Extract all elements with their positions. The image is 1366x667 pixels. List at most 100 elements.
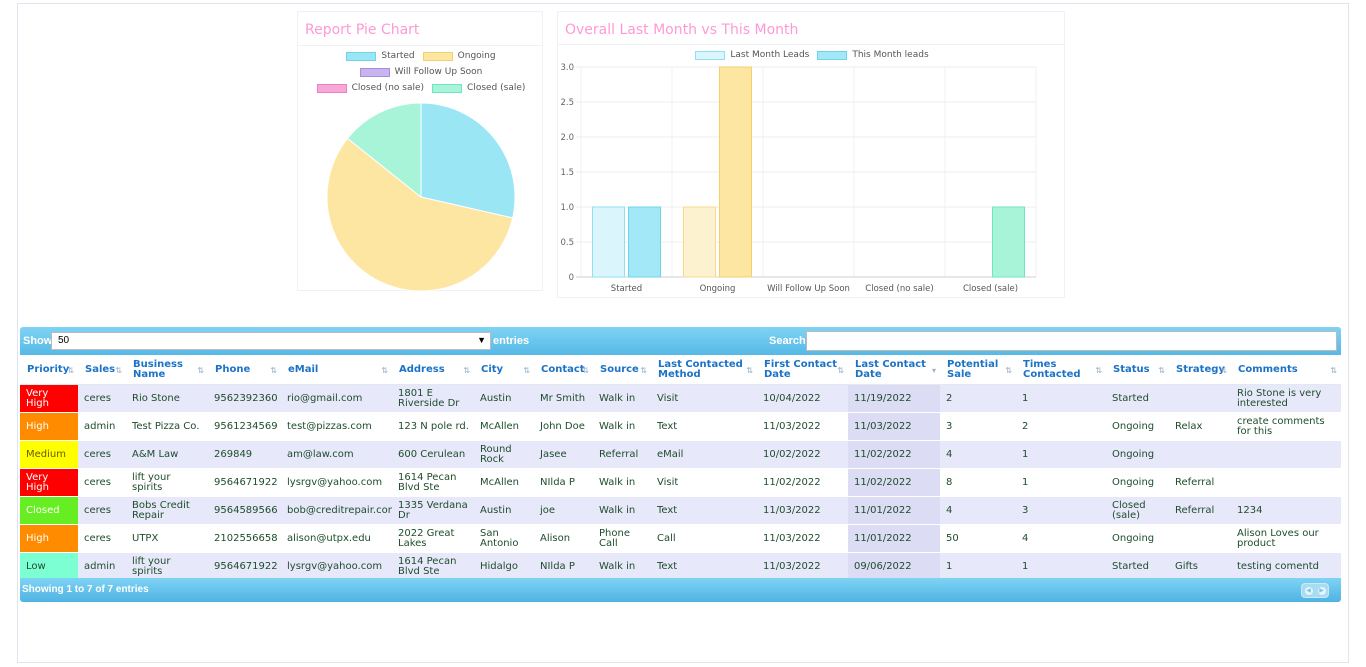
table-cell-priority: Closed <box>20 496 78 525</box>
page-size-select[interactable]: 50 ▼ <box>51 332 491 350</box>
sort-icon: ⇅ <box>1158 366 1165 375</box>
table-row[interactable]: Very High ceres Rio Stone 9562392360 rio@gma… <box>20 384 1341 413</box>
legend-label: This Month leads <box>852 50 929 60</box>
column-header[interactable]: City ⇅ <box>474 356 534 385</box>
table-cell-city: Round Rock <box>474 440 534 469</box>
table-cell-business: UTPX <box>126 524 208 553</box>
bar-legend-item[interactable]: This Month leads <box>817 50 929 60</box>
column-header[interactable]: Source ⇅ <box>593 356 651 385</box>
table-cell-last: 11/03/2022 <box>848 412 940 441</box>
pie-slice[interactable] <box>346 102 422 199</box>
table-cell-status: Ongoing <box>1106 468 1169 497</box>
table-cell-priority: High <box>20 412 78 441</box>
show-label: Show <box>23 335 53 347</box>
column-header-label: Comments <box>1238 364 1298 375</box>
table-cell-strategy <box>1169 440 1231 469</box>
column-header[interactable]: eMail ⇅ <box>281 356 392 385</box>
prev-page-icon[interactable]: ◀ <box>1304 586 1313 595</box>
bar-last-month[interactable] <box>683 206 716 278</box>
pie-legend-item[interactable]: Started <box>346 51 415 61</box>
table-cell-phone: 269849 <box>208 440 281 469</box>
table-cell-address: 2022 Great Lakes <box>392 524 474 553</box>
column-header[interactable]: Last Contact Date ▾ <box>848 356 940 385</box>
table-cell-last: 11/02/2022 <box>848 468 940 497</box>
bar-chart-title: Overall Last Month vs This Month <box>565 22 799 38</box>
column-header[interactable]: Potential Sale ⇅ <box>940 356 1016 385</box>
table-cell-status: Started <box>1106 552 1169 581</box>
table-cell-address: 1614 Pecan Blvd Ste <box>392 552 474 581</box>
table-cell-business: Test Pizza Co. <box>126 412 208 441</box>
pie-legend-item[interactable]: Closed (no sale) <box>316 83 424 93</box>
table-cell-phone: 9564671922 <box>208 552 281 581</box>
table-row[interactable]: Closed ceres Bobs Credit Repair 9564589566 b… <box>20 496 1341 525</box>
table-footer: Showing 1 to 7 of 7 entries ◀ ▶ <box>20 578 1341 602</box>
bar-last-month[interactable] <box>592 206 625 278</box>
bar-this-month[interactable] <box>992 206 1025 278</box>
pie-legend-item[interactable]: Will Follow Up Soon <box>359 67 482 77</box>
search-input[interactable] <box>806 331 1337 351</box>
column-header[interactable]: Last Contacted Method ⇅ <box>651 356 757 385</box>
table-cell-strategy <box>1169 524 1231 553</box>
pie-chart-card: Report Pie Chart Started Ongoing Will Foll… <box>297 11 543 292</box>
table-cell-comments: create comments for this <box>1231 412 1341 441</box>
table-cell-times: 1 <box>1016 468 1106 497</box>
table-cell-last: 11/02/2022 <box>848 440 940 469</box>
bar-legend-item[interactable]: Last Month Leads <box>695 50 809 60</box>
table-row[interactable]: High admin Test Pizza Co. 9561234569 test@pi… <box>20 412 1341 441</box>
column-header-label: Contact <box>541 364 585 375</box>
table-info: Showing 1 to 7 of 7 entries <box>22 584 149 595</box>
sort-icon: ⇅ <box>270 366 277 375</box>
legend-swatch <box>346 51 377 61</box>
table-cell-address: 123 N pole rd. <box>392 412 474 441</box>
column-header[interactable]: Sales ⇅ <box>78 356 126 385</box>
column-header[interactable]: Business Name ⇅ <box>126 356 208 385</box>
column-header-label: Last Contact Date <box>855 359 926 380</box>
column-header[interactable]: Times Contacted ⇅ <box>1016 356 1106 385</box>
table-cell-last: 11/19/2022 <box>848 384 940 413</box>
pie-legend-item[interactable]: Ongoing <box>422 51 496 61</box>
column-header-label: Status <box>1113 364 1150 375</box>
bar-this-month[interactable] <box>719 66 752 278</box>
pie-chart <box>326 102 516 292</box>
next-page-icon[interactable]: ▶ <box>1317 586 1326 595</box>
column-header-label: eMail <box>288 364 319 375</box>
entries-label: entries <box>493 335 530 347</box>
table-cell-last: 11/01/2022 <box>848 496 940 525</box>
table-cell-phone: 9564671922 <box>208 468 281 497</box>
pagination-control[interactable]: ◀ ▶ <box>1301 583 1329 598</box>
y-tick-label: 1.0 <box>560 203 574 213</box>
leads-table-wrapper: Show 50 ▼ entries Search: Priority ⇅ Sales… <box>20 327 1341 602</box>
column-header[interactable]: Strategy ⇅ <box>1169 356 1231 385</box>
legend-swatch <box>422 51 453 61</box>
table-cell-address: 600 Cerulean <box>392 440 474 469</box>
column-header[interactable]: Phone ⇅ <box>208 356 281 385</box>
column-header[interactable]: Status ⇅ <box>1106 356 1169 385</box>
table-cell-contact: John Doe <box>534 412 593 441</box>
pie-slice[interactable] <box>326 137 514 292</box>
table-row[interactable]: Low admin lift your spirits 9564671922 lysrg… <box>20 552 1341 581</box>
legend-swatch <box>316 83 347 93</box>
table-cell-priority: High <box>20 524 78 553</box>
bar-this-month[interactable] <box>628 206 661 278</box>
column-header[interactable]: First Contact Date ⇅ <box>757 356 848 385</box>
legend-swatch <box>817 50 848 60</box>
table-cell-first: 11/03/2022 <box>757 412 848 441</box>
column-header-label: Priority <box>27 364 70 375</box>
pie-legend-item[interactable]: Closed (sale) <box>432 83 525 93</box>
table-row[interactable]: High ceres UTPX 2102556658 alison@utpx.edu 20… <box>20 524 1341 553</box>
table-cell-sales: ceres <box>78 468 126 497</box>
table-row[interactable]: Medium ceres A&M Law 269849 am@law.com 600 Ce… <box>20 440 1341 469</box>
table-cell-comments: Rio Stone is very interested <box>1231 384 1341 413</box>
column-header[interactable]: Comments ⇅ <box>1231 356 1341 385</box>
bar-chart: 0 0.5 1.0 1.5 2.0 2.5 3.0 Started Ongoing Will Fo… <box>560 63 1037 294</box>
legend-label: Last Month Leads <box>730 50 810 60</box>
column-header-label: Business Name <box>133 359 183 380</box>
table-cell-phone: 2102556658 <box>208 524 281 553</box>
column-header[interactable]: Priority ⇅ <box>20 356 78 385</box>
table-row[interactable]: Very High ceres lift your spirits 956467192… <box>20 468 1341 497</box>
y-tick-label: 2.0 <box>560 133 574 143</box>
column-header[interactable]: Contact ⇅ <box>534 356 593 385</box>
column-header[interactable]: Address ⇅ <box>392 356 474 385</box>
search-label: Search: <box>769 335 810 347</box>
pie-slice[interactable] <box>420 102 516 219</box>
